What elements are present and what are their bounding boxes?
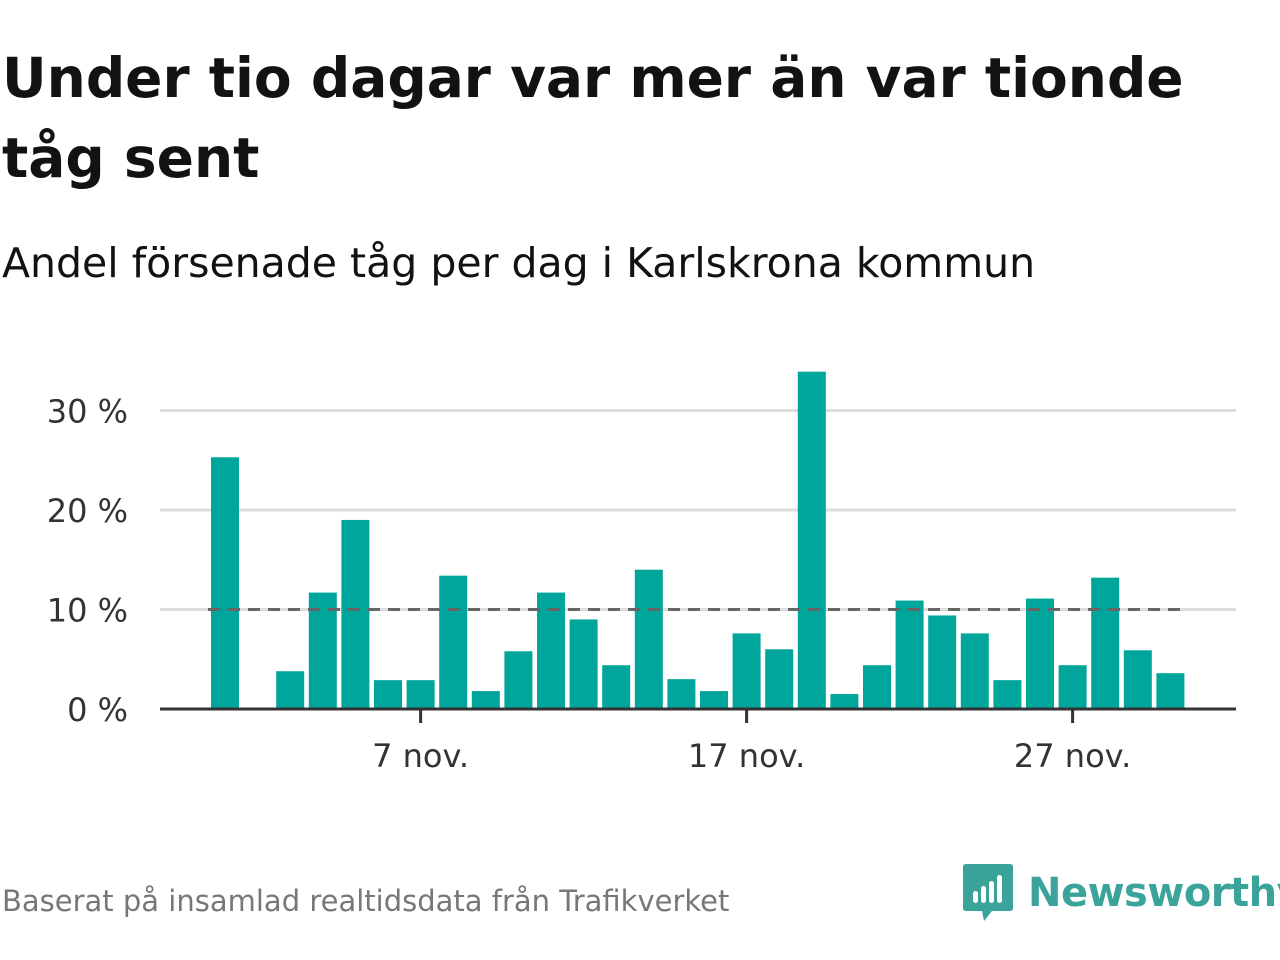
bar xyxy=(308,592,337,709)
bar xyxy=(1058,665,1087,709)
y-tick-label: 0 % xyxy=(67,691,128,729)
x-tick-label: 27 nov. xyxy=(1014,737,1131,775)
bar xyxy=(960,633,989,709)
bar xyxy=(765,649,794,709)
x-tick-label: 7 nov. xyxy=(372,737,469,775)
bar xyxy=(374,680,402,709)
newsworthy-logo-icon xyxy=(963,864,1013,921)
bar xyxy=(700,691,728,709)
chart-subtitle: Andel försenade tåg per dag i Karlskrona… xyxy=(2,239,1036,287)
bar xyxy=(732,633,761,709)
bar xyxy=(276,671,305,709)
bar xyxy=(1123,650,1152,709)
bar xyxy=(993,680,1022,709)
gridlines xyxy=(160,409,1236,611)
x-axis xyxy=(160,707,1236,723)
bar xyxy=(439,575,468,709)
newsworthy-logo: Newsworthy xyxy=(962,862,1280,924)
bar xyxy=(471,691,500,709)
bar xyxy=(928,615,957,709)
source-note: Baserat på insamlad realtidsdata från Tr… xyxy=(2,884,730,918)
bar xyxy=(1026,598,1054,709)
chart-title: Under tio dagar var mer än var tionde tå… xyxy=(2,46,1184,190)
bar xyxy=(830,694,859,709)
y-tick-label: 20 % xyxy=(47,492,128,530)
bar xyxy=(634,569,663,709)
bars xyxy=(211,371,1185,709)
logo-wordmark: Newsworthy xyxy=(1028,870,1280,916)
x-tick-label: 17 nov. xyxy=(688,737,805,775)
bar xyxy=(406,680,435,709)
y-tick-label: 30 % xyxy=(47,393,128,431)
x-axis-labels: 7 nov. 17 nov. 27 nov. xyxy=(372,737,1131,775)
y-tick-label: 10 % xyxy=(47,592,128,630)
bar xyxy=(863,665,891,709)
bar xyxy=(797,371,826,709)
bar xyxy=(667,679,696,709)
bar xyxy=(602,665,631,709)
bar xyxy=(211,457,239,709)
bar xyxy=(1091,577,1120,709)
bar xyxy=(1156,673,1185,709)
bar xyxy=(504,651,533,709)
bar xyxy=(895,600,924,709)
bar xyxy=(537,592,565,709)
bar xyxy=(569,619,598,709)
bar-chart: 0 % 10 % 20 % 30 % 7 nov. 17 nov. 27 nov. xyxy=(47,371,1236,775)
y-axis-labels: 0 % 10 % 20 % 30 % xyxy=(47,393,128,730)
bar xyxy=(341,519,370,709)
